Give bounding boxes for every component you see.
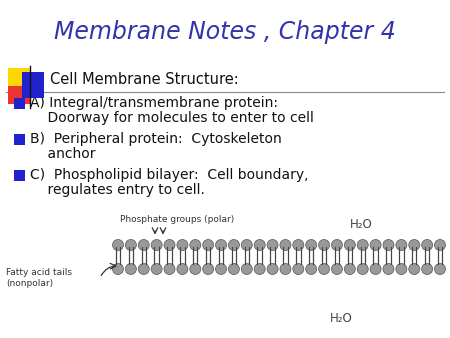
Circle shape bbox=[293, 264, 304, 274]
Circle shape bbox=[190, 264, 201, 274]
Circle shape bbox=[383, 240, 394, 250]
Circle shape bbox=[422, 264, 432, 274]
Circle shape bbox=[396, 240, 407, 250]
Bar bbox=[14, 98, 25, 109]
Circle shape bbox=[112, 264, 123, 274]
Text: A) Integral/transmembrane protein:: A) Integral/transmembrane protein: bbox=[30, 96, 278, 110]
Circle shape bbox=[241, 264, 252, 274]
Circle shape bbox=[409, 264, 420, 274]
Circle shape bbox=[332, 240, 342, 250]
Circle shape bbox=[229, 264, 239, 274]
Bar bbox=[14, 134, 25, 145]
Circle shape bbox=[241, 240, 252, 250]
Circle shape bbox=[280, 264, 291, 274]
Bar bbox=[14, 170, 25, 181]
Circle shape bbox=[112, 240, 123, 250]
Circle shape bbox=[202, 264, 214, 274]
Circle shape bbox=[409, 240, 420, 250]
Text: Cell Membrane Structure:: Cell Membrane Structure: bbox=[50, 72, 239, 88]
Bar bbox=[22, 72, 44, 98]
Circle shape bbox=[202, 240, 214, 250]
Circle shape bbox=[267, 240, 278, 250]
Circle shape bbox=[138, 264, 149, 274]
Circle shape bbox=[344, 240, 356, 250]
Circle shape bbox=[422, 240, 432, 250]
Circle shape bbox=[254, 264, 265, 274]
Text: Membrane Notes , Chapter 4: Membrane Notes , Chapter 4 bbox=[54, 20, 396, 44]
Text: Phosphate groups (polar): Phosphate groups (polar) bbox=[120, 216, 234, 224]
Circle shape bbox=[164, 264, 175, 274]
Text: Fatty acid tails
(nonpolar): Fatty acid tails (nonpolar) bbox=[6, 268, 72, 288]
Circle shape bbox=[306, 264, 317, 274]
Circle shape bbox=[267, 264, 278, 274]
Circle shape bbox=[126, 264, 136, 274]
Circle shape bbox=[293, 240, 304, 250]
Bar bbox=[8, 68, 30, 88]
Text: Doorway for molecules to enter to cell: Doorway for molecules to enter to cell bbox=[30, 111, 314, 125]
Circle shape bbox=[370, 240, 381, 250]
Circle shape bbox=[229, 240, 239, 250]
Circle shape bbox=[126, 240, 136, 250]
Circle shape bbox=[370, 264, 381, 274]
Circle shape bbox=[216, 240, 226, 250]
Text: C)  Phospholipid bilayer:  Cell boundary,: C) Phospholipid bilayer: Cell boundary, bbox=[30, 168, 309, 182]
Circle shape bbox=[344, 264, 356, 274]
Text: H₂O: H₂O bbox=[330, 312, 353, 324]
Circle shape bbox=[216, 264, 226, 274]
Circle shape bbox=[164, 240, 175, 250]
Circle shape bbox=[319, 264, 329, 274]
Circle shape bbox=[151, 264, 162, 274]
Text: anchor: anchor bbox=[30, 147, 95, 161]
Circle shape bbox=[190, 240, 201, 250]
Text: H₂O: H₂O bbox=[350, 218, 373, 232]
Circle shape bbox=[177, 264, 188, 274]
Bar bbox=[8, 86, 30, 104]
Circle shape bbox=[435, 240, 446, 250]
Circle shape bbox=[357, 264, 368, 274]
Circle shape bbox=[396, 264, 407, 274]
Circle shape bbox=[254, 240, 265, 250]
Circle shape bbox=[151, 240, 162, 250]
Circle shape bbox=[383, 264, 394, 274]
Circle shape bbox=[435, 264, 446, 274]
Text: B)  Peripheral protein:  Cytoskeleton: B) Peripheral protein: Cytoskeleton bbox=[30, 132, 282, 146]
Circle shape bbox=[332, 264, 342, 274]
Circle shape bbox=[357, 240, 368, 250]
Circle shape bbox=[306, 240, 317, 250]
Circle shape bbox=[138, 240, 149, 250]
Text: regulates entry to cell.: regulates entry to cell. bbox=[30, 183, 205, 197]
Circle shape bbox=[319, 240, 329, 250]
Circle shape bbox=[177, 240, 188, 250]
Circle shape bbox=[280, 240, 291, 250]
